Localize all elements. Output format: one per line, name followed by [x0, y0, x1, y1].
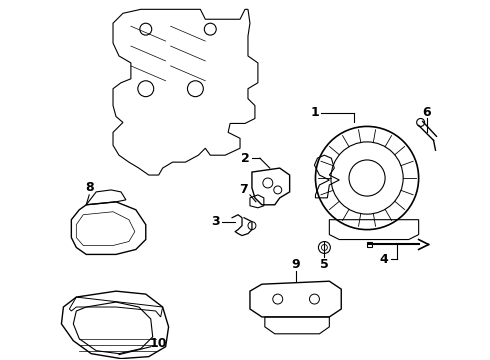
Text: 4: 4	[380, 253, 388, 266]
Text: 3: 3	[211, 215, 220, 228]
Text: 9: 9	[291, 258, 300, 271]
FancyBboxPatch shape	[367, 242, 372, 247]
Text: 8: 8	[85, 181, 94, 194]
Text: 6: 6	[422, 106, 431, 119]
Text: 2: 2	[241, 152, 249, 165]
Text: 10: 10	[150, 337, 168, 350]
Text: 7: 7	[239, 184, 247, 197]
Text: 1: 1	[310, 106, 319, 119]
Text: 5: 5	[320, 258, 329, 271]
